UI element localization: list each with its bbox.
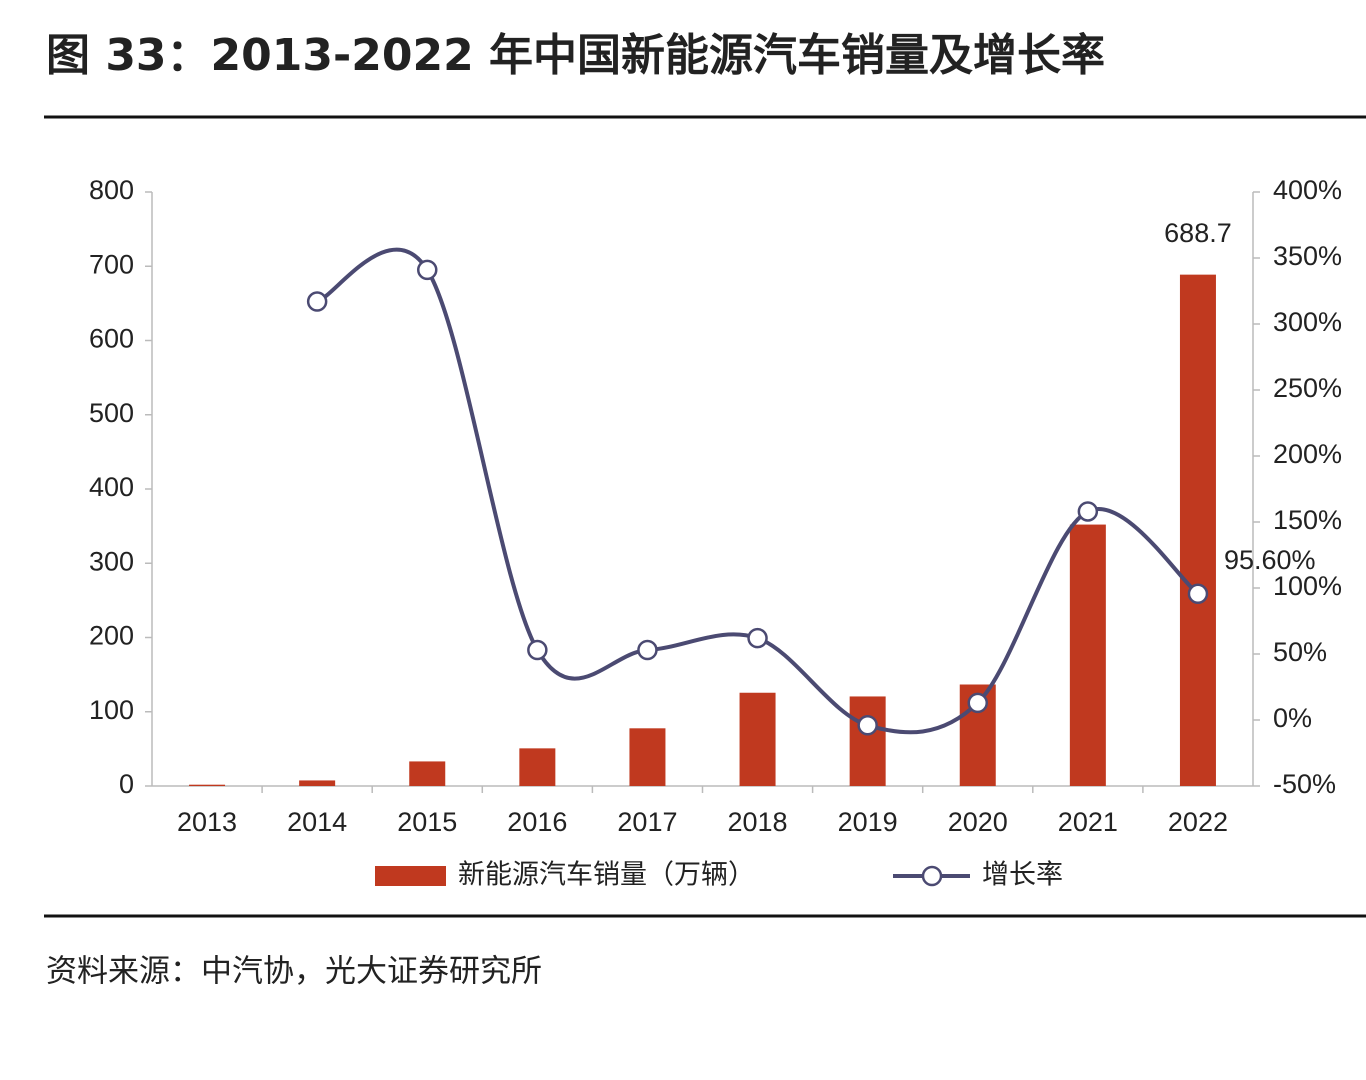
bar: [519, 748, 556, 786]
y2-tick-label: 350%: [1273, 241, 1342, 271]
y2-tick-label: 150%: [1273, 505, 1342, 535]
bar: [1069, 524, 1106, 786]
y2-tick-label: 200%: [1273, 439, 1342, 469]
bar: [189, 784, 226, 786]
y2-tick-label: 100%: [1273, 571, 1342, 601]
bar: [739, 692, 776, 786]
line-marker: [967, 692, 988, 714]
y-tick-label: 0: [119, 769, 134, 799]
line-marker: [417, 259, 438, 281]
chart-title: 图 33：2013-2022 年中国新能源汽车销量及增长率: [46, 30, 1105, 81]
legend-label: 增长率: [982, 860, 1063, 891]
x-tick-label: 2015: [397, 807, 457, 837]
x-tick-label: 2019: [838, 807, 898, 837]
x-tick-label: 2022: [1168, 807, 1228, 837]
bar-value-label: 688.7: [1164, 218, 1232, 248]
y2-tick-label: 50%: [1273, 637, 1327, 667]
x-tick-label: 2021: [1058, 807, 1118, 837]
y2-tick-label: 250%: [1273, 373, 1342, 403]
line-marker: [637, 639, 658, 661]
bar: [1179, 274, 1216, 786]
y2-tick-label: 0%: [1273, 703, 1312, 733]
y-tick-label: 500: [89, 398, 134, 428]
line-marker: [527, 639, 548, 661]
line-marker: [306, 291, 328, 312]
x-tick-label: 2020: [948, 807, 1008, 837]
x-tick-label: 2016: [507, 807, 567, 837]
y-tick-label: 400: [89, 472, 134, 502]
bar: [299, 780, 336, 786]
line-marker: [747, 627, 768, 649]
y-tick-label: 200: [89, 621, 134, 651]
bar: [849, 696, 886, 786]
legend-label: 新能源汽车销量（万辆）: [458, 860, 755, 891]
y-tick-label: 700: [89, 249, 134, 279]
line-marker: [1187, 583, 1209, 605]
x-tick-label: 2018: [728, 807, 788, 837]
y2-tick-label: -50%: [1273, 769, 1336, 799]
y-tick-label: 300: [89, 546, 134, 576]
y-tick-label: 600: [89, 324, 134, 354]
y-tick-label: 100: [89, 695, 134, 725]
line-marker: [857, 715, 878, 736]
x-tick-label: 2017: [617, 807, 677, 837]
legend-marker: [921, 865, 943, 887]
x-tick-label: 2014: [287, 807, 347, 837]
source-note: 资料来源：中汽协，光大证券研究所: [46, 954, 542, 990]
bar: [629, 728, 666, 786]
line-marker: [1077, 501, 1099, 522]
y2-tick-label: 300%: [1273, 307, 1342, 337]
y2-tick-label: 400%: [1273, 175, 1342, 205]
growth-line: [316, 247, 1200, 735]
x-tick-label: 2013: [177, 807, 237, 837]
legend-swatch: [375, 866, 446, 886]
y-tick-label: 800: [89, 175, 134, 205]
line-value-label: 95.60%: [1224, 545, 1316, 575]
bar: [409, 761, 446, 786]
